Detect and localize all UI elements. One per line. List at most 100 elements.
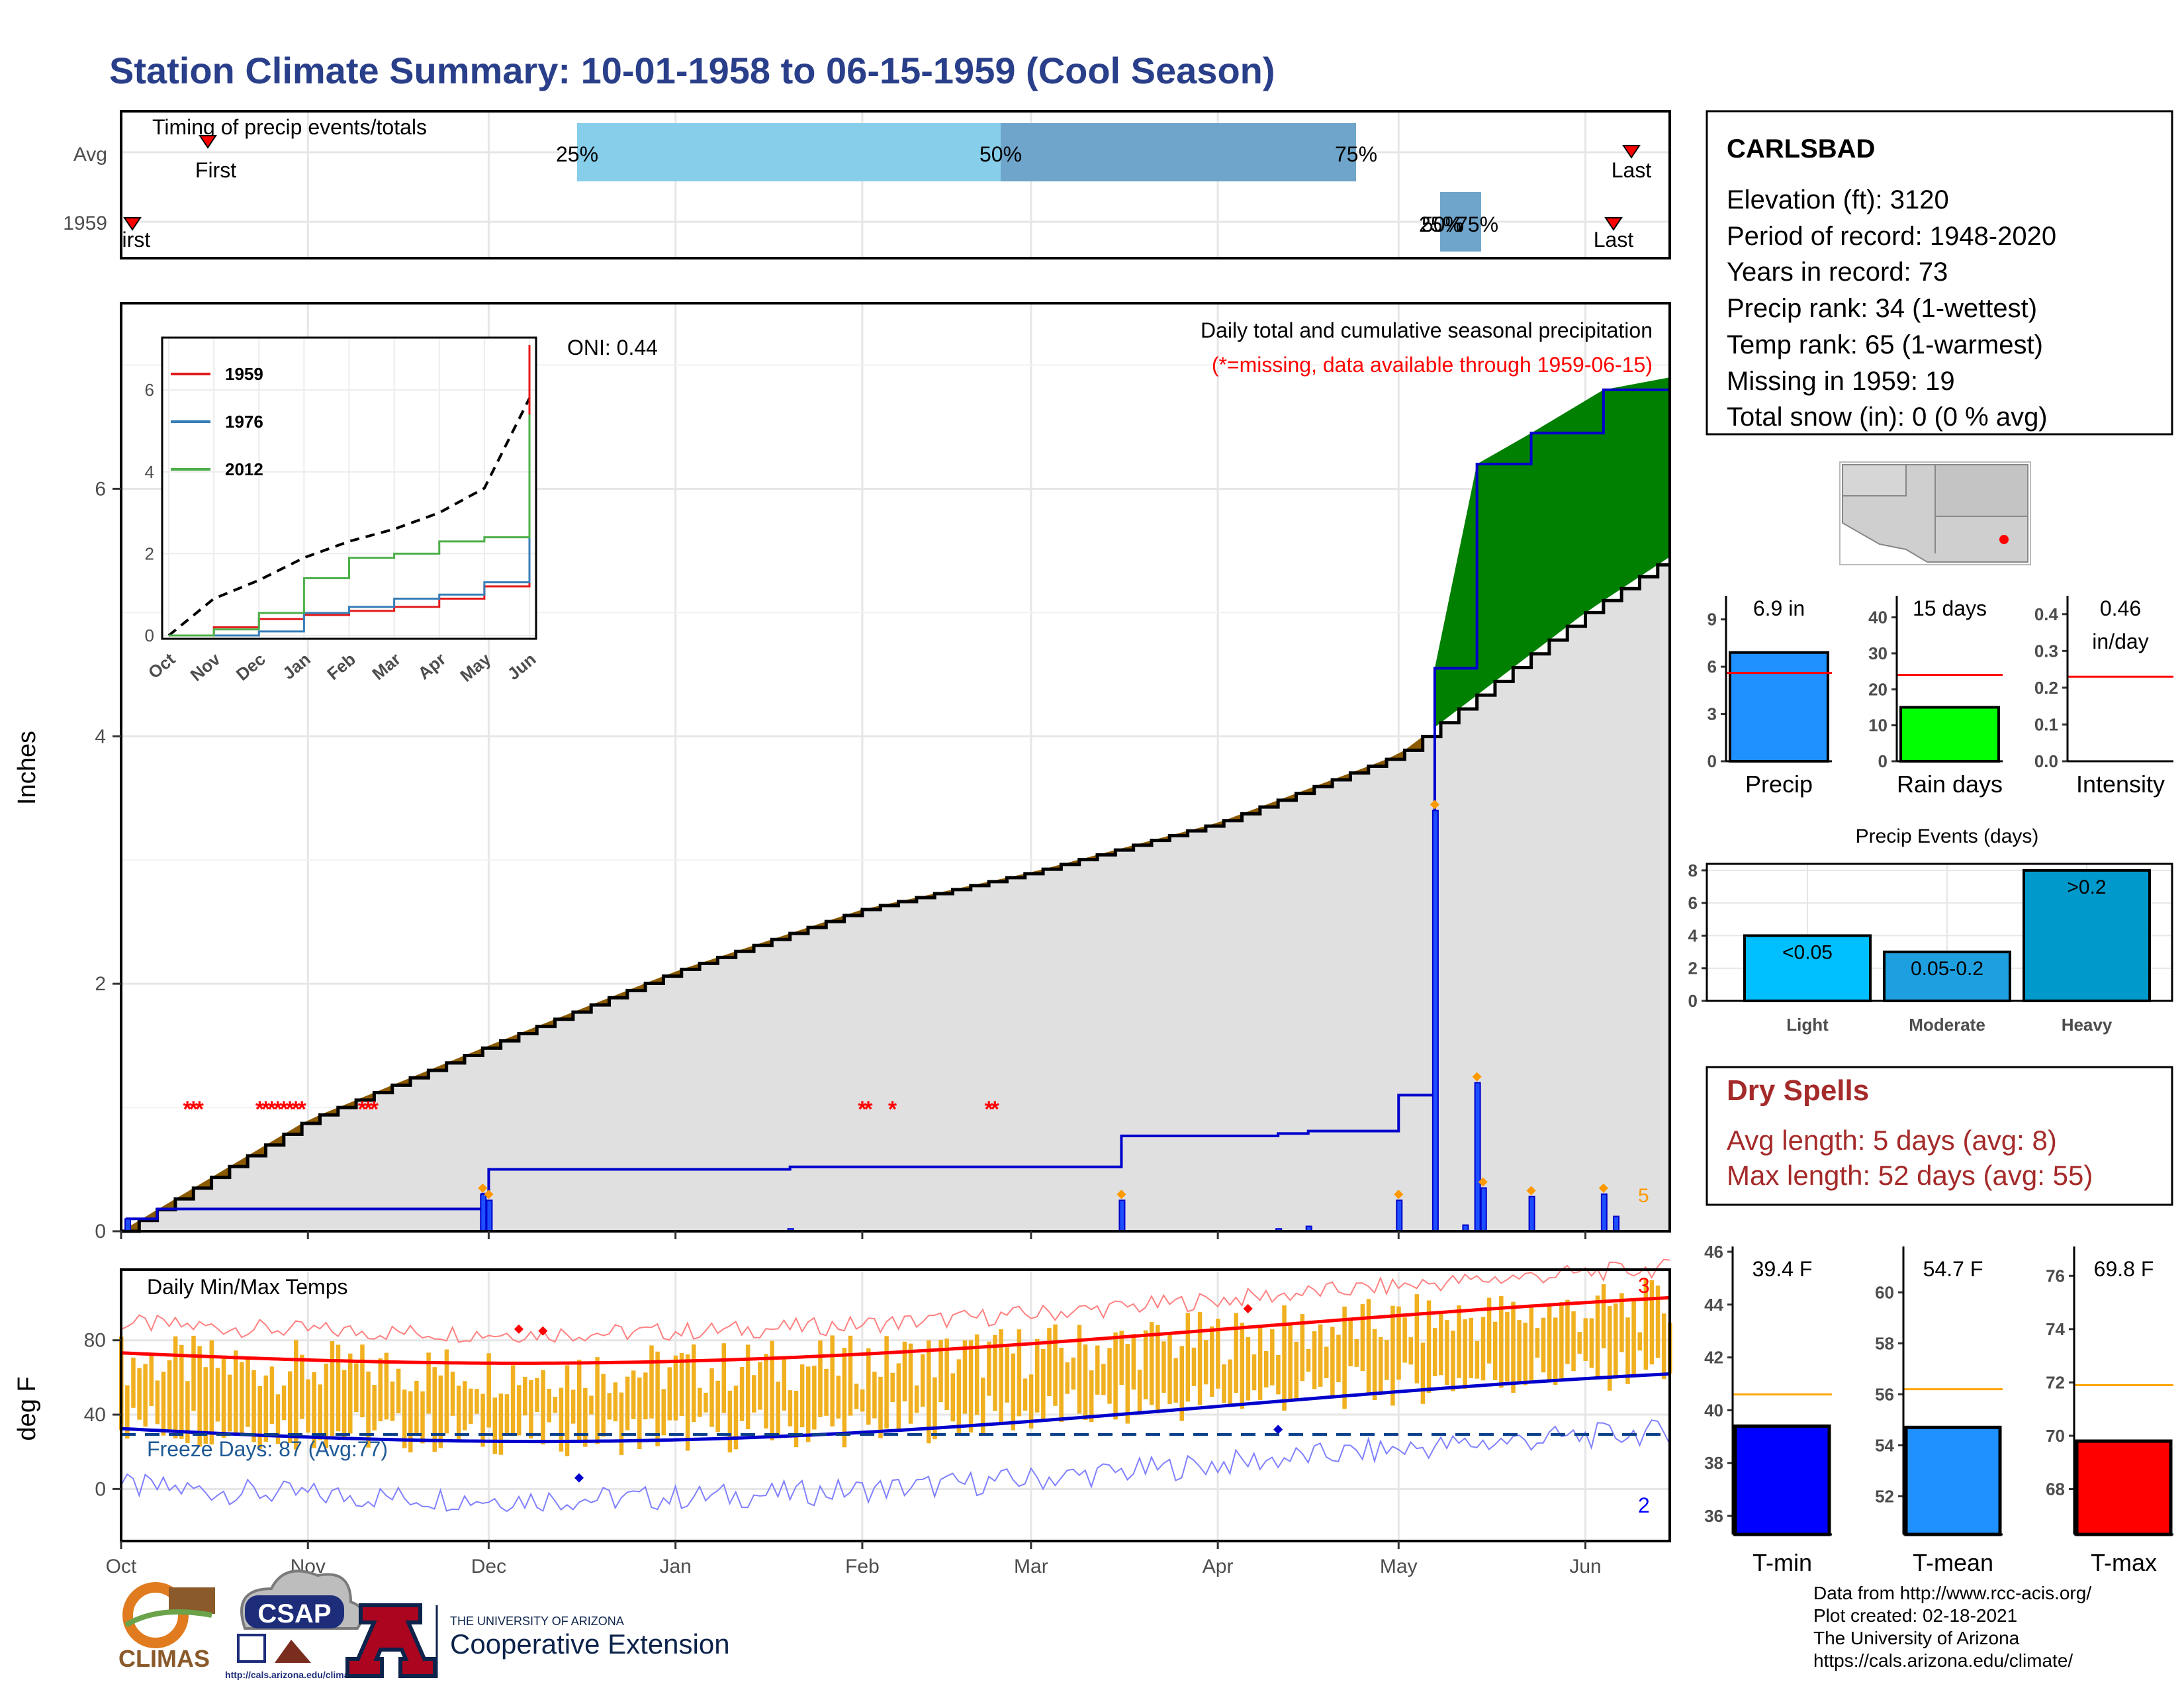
temp-daily-bar (221, 1356, 226, 1438)
temp-daily-bar (944, 1338, 949, 1410)
daily-precip-bar (1528, 1196, 1535, 1233)
temp-daily-bar (818, 1340, 823, 1417)
temp-daily-bar (607, 1393, 612, 1420)
avg-first-marker (199, 135, 217, 149)
events-bar-inner-label: 0.05-0.2 (1911, 958, 1983, 980)
temp-daily-bar (1390, 1305, 1395, 1406)
temp-daily-bar (933, 1377, 937, 1440)
temp-daily-bar (516, 1385, 522, 1436)
temp-daily-bar (1451, 1331, 1455, 1391)
temp-daily-bar (1649, 1280, 1655, 1365)
average-cumulative-line (121, 563, 1670, 1233)
temp-daily-bar (1535, 1328, 1540, 1358)
missing-day-marker: * (255, 1097, 265, 1122)
ua-logo: THE UNIVERSITY OF ARIZONA Cooperative Ex… (345, 1603, 730, 1678)
temp-daily-bar (1523, 1323, 1527, 1385)
temp-daily-bar (1047, 1328, 1052, 1397)
daily-precip-bar (1613, 1215, 1620, 1232)
summary-bar-value-box (2087, 593, 2154, 666)
inset-lines (167, 345, 531, 637)
summary-bar-value: 6.9 in (1753, 596, 1805, 620)
temp-daily-bar (263, 1375, 269, 1442)
temp-daily-bar (414, 1381, 419, 1434)
avg-q25-label: 25% (556, 142, 598, 166)
temp-daily-bar (1167, 1333, 1172, 1404)
avg-first-label: First (195, 158, 236, 182)
station-line: Years in record: 73 (1727, 258, 1948, 287)
temp-daily-bar (1065, 1362, 1069, 1394)
temp-daily-bar (1432, 1328, 1437, 1377)
temp-daily-bar (535, 1378, 539, 1412)
station-line: Precip rank: 34 (1-wettest) (1727, 294, 2037, 323)
temp-daily-bar (1385, 1340, 1389, 1380)
events-bar-label: Moderate (1909, 1015, 1985, 1035)
y1959-first-marker (123, 217, 142, 231)
temp-daily-bar (576, 1359, 582, 1443)
precip-y-tick-label: 2 (95, 973, 106, 995)
missing-day-marker: * (358, 1097, 367, 1122)
temp-daily-bar (649, 1345, 654, 1419)
events-bar-inner-label: <0.05 (1782, 941, 1833, 963)
temp-daily-bar (1041, 1348, 1046, 1419)
temp-daily-bar (999, 1329, 1003, 1425)
missing-day-marker: * (285, 1097, 295, 1122)
dry-spells-title: Dry Spells (1727, 1074, 1869, 1107)
summary-bar-tick-label: 0.3 (2034, 641, 2058, 661)
temp-summary-tick-label: 54 (1875, 1435, 1894, 1455)
temp-summary-tick-label: 76 (2046, 1266, 2065, 1286)
summary-bar-intensity: 0.0 0.1 0.2 0.3 0.4 0.46 in/day Intensity (2034, 593, 2173, 798)
temp-daily-bar (1577, 1332, 1582, 1354)
dry-spells-avg: Avg length: 5 days (avg: 8) (1727, 1125, 2057, 1156)
y1959-first-label: First (109, 228, 150, 252)
temp-summary-t-mean: 52 54 56 58 60 54.7 F T-mean (1875, 1246, 2003, 1576)
temp-daily-bar (637, 1377, 642, 1450)
temp-daily-bar (1149, 1322, 1154, 1405)
temp-daily-bar (318, 1384, 322, 1440)
temp-daily-bar (902, 1341, 907, 1402)
temp-y-tick-label: 80 (84, 1330, 106, 1352)
dry-spells-max: Max length: 52 days (avg: 55) (1727, 1160, 2093, 1191)
temp-daily-bar (529, 1380, 533, 1438)
summary-bar-tick-label: 0.4 (2034, 604, 2059, 624)
avg-q75-label: 75% (1335, 142, 1377, 166)
temp-summary-tick-label: 74 (2046, 1319, 2065, 1339)
temp-lines (120, 1258, 1670, 1513)
summary-bar-fill (1729, 651, 1829, 763)
month-tick-label: Apr (1203, 1556, 1234, 1577)
temp-y-axis: 0 40 80 (84, 1330, 121, 1500)
y1959-q50-label: 50% (1422, 212, 1464, 236)
inset-y-tick-label: 6 (145, 380, 154, 400)
temp-daily-bar (938, 1340, 943, 1403)
temp-daily-bar (469, 1388, 473, 1425)
temp-daily-bar (1517, 1320, 1522, 1382)
temp-daily-bar (704, 1392, 708, 1413)
temp-daily-bar (631, 1370, 636, 1419)
events-tick-label: 2 (1688, 959, 1698, 978)
events-bar (2023, 868, 2151, 1003)
temp-daily-bar (1263, 1351, 1269, 1387)
temp-daily-bar (770, 1340, 774, 1440)
precip-y-tick-label: 4 (95, 726, 106, 747)
temp-daily-bar (1071, 1357, 1076, 1390)
temp-daily-bar (1089, 1370, 1094, 1423)
temp-daily-bar (1119, 1331, 1124, 1385)
temp-daily-bar (1348, 1319, 1353, 1367)
missing-day-marker: * (991, 1097, 1000, 1122)
temp-daily-bar (968, 1340, 974, 1433)
temp-daily-bar (438, 1375, 443, 1448)
temp-daily-bar (1607, 1306, 1612, 1391)
timing-row-1959: 1959 (63, 212, 107, 234)
temp-daily-bar (246, 1356, 250, 1427)
temp-daily-bar (782, 1357, 787, 1411)
temp-daily-bar (1288, 1324, 1293, 1400)
temp-daily-bar (1595, 1295, 1600, 1380)
temp-daily-bar (872, 1372, 877, 1419)
events-tick-label: 4 (1688, 925, 1698, 945)
temp-daily-bar (752, 1375, 756, 1413)
month-tick-label: Dec (471, 1556, 506, 1577)
temp-daily-bar (866, 1348, 871, 1425)
climas-text: CLIMAS (118, 1645, 210, 1672)
temp-daily-bar (1589, 1318, 1594, 1368)
temp-daily-bar (1191, 1347, 1197, 1386)
temp-daily-bar (1643, 1279, 1649, 1370)
